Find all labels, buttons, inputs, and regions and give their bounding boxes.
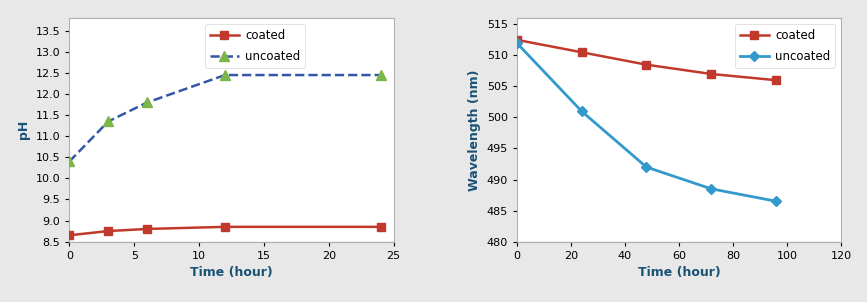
uncoated bbox=[512, 41, 522, 45]
Line: coated: coated bbox=[66, 223, 384, 239]
uncoated bbox=[706, 187, 716, 191]
uncoated bbox=[771, 199, 781, 203]
X-axis label: Time (hour): Time (hour) bbox=[637, 266, 720, 279]
coated bbox=[219, 225, 230, 229]
Legend: coated, uncoated: coated, uncoated bbox=[735, 24, 835, 68]
coated bbox=[706, 72, 716, 76]
uncoated bbox=[375, 73, 386, 77]
X-axis label: Time (hour): Time (hour) bbox=[190, 266, 273, 279]
coated bbox=[642, 63, 652, 66]
coated bbox=[142, 227, 153, 231]
Y-axis label: pH: pH bbox=[17, 120, 30, 140]
coated bbox=[103, 229, 114, 233]
coated bbox=[512, 38, 522, 42]
uncoated bbox=[64, 160, 75, 163]
Line: uncoated: uncoated bbox=[513, 40, 779, 205]
uncoated bbox=[577, 109, 587, 113]
coated bbox=[375, 225, 386, 229]
Line: coated: coated bbox=[513, 36, 780, 84]
coated bbox=[771, 79, 781, 82]
Line: uncoated: uncoated bbox=[65, 71, 385, 166]
uncoated bbox=[642, 165, 652, 169]
coated bbox=[64, 233, 75, 237]
coated bbox=[577, 50, 587, 54]
Legend: coated, uncoated: coated, uncoated bbox=[205, 24, 305, 68]
uncoated bbox=[103, 120, 114, 123]
uncoated bbox=[219, 73, 230, 77]
Y-axis label: Wavelength (nm): Wavelength (nm) bbox=[468, 69, 481, 191]
uncoated bbox=[142, 101, 153, 104]
